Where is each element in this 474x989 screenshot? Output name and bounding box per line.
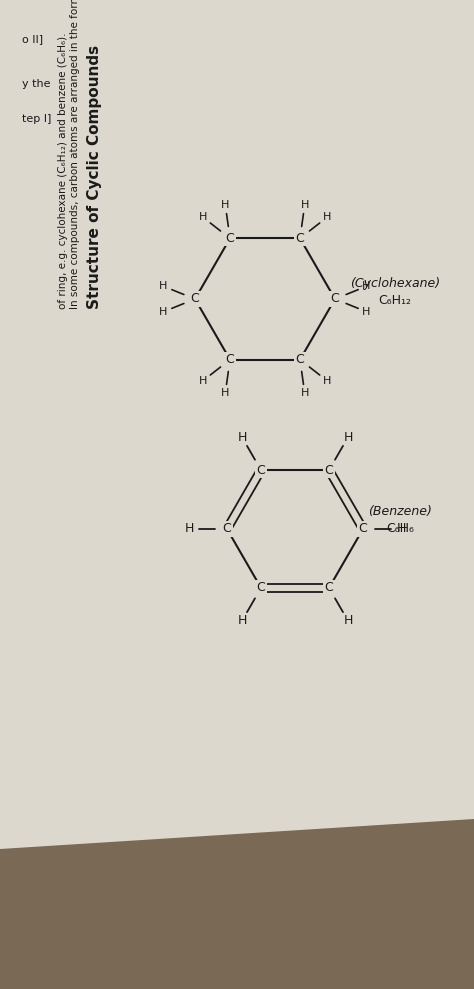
- Text: H: H: [301, 389, 309, 399]
- Text: H: H: [237, 430, 246, 444]
- Text: H: H: [362, 281, 371, 292]
- Text: o II]: o II]: [22, 34, 43, 44]
- Text: H: H: [362, 307, 371, 316]
- Text: H: H: [184, 522, 194, 535]
- Text: C₆H₁₂: C₆H₁₂: [379, 295, 411, 308]
- Text: y the: y the: [22, 79, 51, 89]
- Text: C: C: [226, 231, 234, 245]
- Text: H: H: [343, 430, 353, 444]
- Text: H: H: [199, 213, 208, 223]
- Text: (Benzene): (Benzene): [368, 504, 432, 517]
- Text: H: H: [237, 614, 246, 627]
- Text: tep I]: tep I]: [22, 114, 51, 124]
- Text: C₆H₆: C₆H₆: [386, 522, 414, 535]
- Text: H: H: [343, 614, 353, 627]
- Text: C: C: [223, 522, 231, 535]
- Text: C: C: [325, 464, 333, 477]
- Text: C: C: [226, 353, 234, 366]
- Text: In some compounds, carbon atoms are arranged in the form: In some compounds, carbon atoms are arra…: [70, 0, 80, 309]
- Text: C: C: [296, 231, 304, 245]
- Text: C: C: [359, 522, 367, 535]
- Text: C: C: [331, 293, 339, 306]
- Text: H: H: [221, 389, 229, 399]
- Text: H: H: [323, 376, 331, 386]
- Text: C: C: [191, 293, 200, 306]
- Text: H: H: [396, 522, 406, 535]
- Text: C: C: [296, 353, 304, 366]
- Text: H: H: [301, 200, 309, 210]
- Text: C: C: [325, 582, 333, 594]
- Text: C: C: [256, 582, 265, 594]
- Text: of ring, e.g. cyclohexane (C₆H₁₂) and benzene (C₆H₆).: of ring, e.g. cyclohexane (C₆H₁₂) and be…: [58, 33, 68, 309]
- Text: H: H: [159, 307, 168, 316]
- Polygon shape: [0, 0, 474, 849]
- Text: H: H: [159, 281, 168, 292]
- Text: (Cyclohexane): (Cyclohexane): [350, 277, 440, 290]
- Text: Structure of Cyclic Compounds: Structure of Cyclic Compounds: [88, 45, 102, 309]
- Text: C: C: [256, 464, 265, 477]
- Text: H: H: [199, 376, 208, 386]
- Text: H: H: [221, 200, 229, 210]
- Text: H: H: [323, 213, 331, 223]
